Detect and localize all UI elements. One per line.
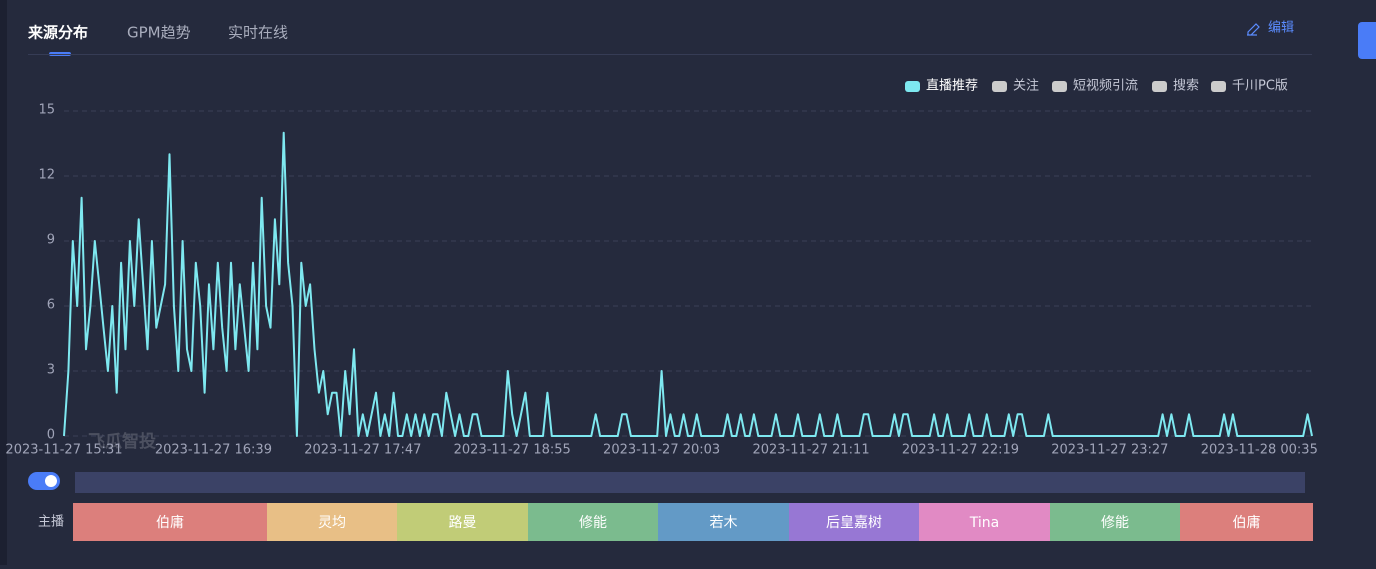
anchor-label: 主播 [38,515,64,530]
tab[interactable]: 来源分布 [27,24,88,42]
anchor-segment [397,503,528,541]
x-tick-label: 2023-11-27 17:47 [304,443,421,458]
anchor-name: 若木 [710,515,738,531]
anchor-name: 伯庸 [156,514,184,531]
tab[interactable]: 实时在线 [228,24,288,42]
x-tick-label: 2023-11-27 23:27 [1051,443,1168,458]
x-tick-label: 2023-11-27 18:55 [454,443,571,458]
y-tick-label: 15 [38,103,55,118]
toggle-knob [45,475,57,487]
anchor-segment [73,503,267,541]
series-line [63,131,1313,437]
anchor-segment [528,503,658,541]
anchor-segment [1050,503,1180,541]
anchor-name: 路曼 [449,515,477,531]
legend-swatch[interactable] [1152,81,1167,92]
anchor-segment [658,503,789,541]
y-tick-label: 3 [47,363,55,378]
tab[interactable]: GPM趋势 [127,24,191,42]
anchor-name: 伯庸 [1233,514,1261,531]
anchor-segment [919,503,1050,541]
legend-swatch[interactable] [1052,81,1067,92]
anchor-segment [267,503,397,541]
anchor-name: 灵均 [318,515,346,531]
y-tick-label: 9 [47,233,55,248]
x-tick-label: 2023-11-27 21:11 [752,443,869,458]
edit-icon[interactable] [1247,23,1260,36]
legend-label[interactable]: 搜索 [1173,79,1199,94]
legend-label[interactable]: 千川PC版 [1232,79,1288,94]
x-tick-label: 2023-11-27 16:39 [155,443,272,458]
data-zoom[interactable] [75,472,1305,493]
legend-swatch[interactable] [992,81,1007,92]
anchor-name: Tina [969,515,999,531]
legend-label[interactable]: 直播推荐 [926,79,978,94]
legend-label[interactable]: 短视频引流 [1073,79,1138,94]
legend-swatch[interactable] [905,81,920,92]
anchor-segment [1180,503,1313,541]
anchor-name: 修能 [579,515,607,531]
anchor-segment [789,503,919,541]
x-tick-label: 2023-11-27 20:03 [603,443,720,458]
x-tick-label: 2023-11-27 22:19 [902,443,1019,458]
side-tab[interactable] [1358,22,1376,59]
x-tick-label: 2023-11-27 15:31 [5,443,122,458]
anchor-name: 修能 [1101,515,1129,531]
y-tick-label: 0 [47,428,55,443]
x-tick-label: 2023-11-28 00:35 [1201,443,1318,458]
anchor-name: 后皇嘉树 [826,515,882,531]
legend-swatch[interactable] [1211,81,1226,92]
edit-button[interactable]: 编辑 [1268,21,1294,36]
y-tick-label: 12 [38,168,55,183]
y-tick-label: 6 [47,298,55,313]
legend-label[interactable]: 关注 [1013,79,1039,94]
left-strip [0,0,7,565]
